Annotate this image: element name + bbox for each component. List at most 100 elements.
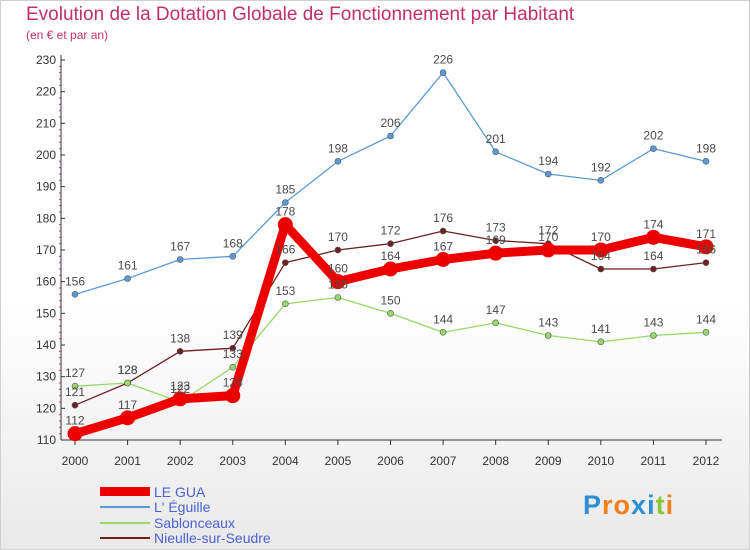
data-label: 169 xyxy=(486,233,506,247)
data-label: 192 xyxy=(591,160,611,174)
x-tick-label: 2003 xyxy=(219,454,246,468)
y-tick-label: 200 xyxy=(36,148,56,162)
data-label: 174 xyxy=(643,217,663,231)
data-point xyxy=(383,261,398,277)
data-point xyxy=(387,310,394,317)
data-point xyxy=(334,246,342,254)
data-label: 144 xyxy=(696,312,716,326)
x-tick-label: 2006 xyxy=(377,454,404,468)
data-label: 147 xyxy=(486,303,506,317)
data-label: 172 xyxy=(538,224,558,238)
data-label: 124 xyxy=(223,376,243,390)
legend-item: LE GUA xyxy=(100,484,271,500)
data-label: 133 xyxy=(223,347,243,361)
x-tick-label: 2000 xyxy=(62,454,89,468)
x-tick-label: 2004 xyxy=(272,454,299,468)
legend-label: Sablonceaux xyxy=(154,514,235,531)
data-point xyxy=(71,291,79,298)
y-tick-label: 110 xyxy=(37,433,56,447)
data-point xyxy=(702,259,710,266)
data-point xyxy=(387,240,394,247)
data-point xyxy=(650,145,657,152)
data-point xyxy=(176,256,184,263)
data-label: 172 xyxy=(380,224,400,238)
legend-item: Nieulle-sur-Seudre xyxy=(100,530,271,546)
data-labels: 112 117 123 124 178 160 164 167 169 170 170 174 171 1… xyxy=(65,53,716,428)
data-point xyxy=(387,132,394,140)
data-point xyxy=(698,239,714,255)
data-point xyxy=(124,275,131,282)
data-point xyxy=(225,388,241,404)
data-point xyxy=(124,379,131,387)
x-tick-label: 2010 xyxy=(587,454,614,468)
data-label: 128 xyxy=(118,363,138,377)
data-label: 168 xyxy=(223,236,243,250)
logo-letter: o xyxy=(613,490,632,520)
data-label: 143 xyxy=(643,316,663,330)
legend-label: L' Éguille xyxy=(154,499,211,516)
data-point xyxy=(597,338,605,346)
data-point xyxy=(330,274,346,290)
data-point xyxy=(120,410,136,426)
x-tick-label: 2002 xyxy=(167,454,194,468)
data-label: 160 xyxy=(328,262,348,276)
data-label: 194 xyxy=(538,154,558,168)
data-label: 206 xyxy=(380,116,400,130)
data-label: 127 xyxy=(65,366,85,380)
logo-letter: i xyxy=(665,490,675,520)
data-label: 128 xyxy=(118,363,138,377)
logo-letter: P xyxy=(583,490,603,520)
data-label: 150 xyxy=(380,293,400,307)
data-label: 143 xyxy=(538,316,558,330)
data-label: 138 xyxy=(170,331,190,345)
data-point xyxy=(71,382,79,390)
x-tick-label: 2012 xyxy=(693,454,720,468)
logo-letter: t xyxy=(655,490,666,520)
data-point xyxy=(439,329,447,336)
data-label: 170 xyxy=(538,230,558,244)
data-point xyxy=(650,332,657,339)
data-label: 176 xyxy=(433,211,453,225)
y-tick-label: 130 xyxy=(36,370,56,384)
data-label: 123 xyxy=(170,379,190,393)
data-point xyxy=(544,170,552,178)
series-layer xyxy=(67,69,714,442)
x-axis: 2000 2001 2002 2003 2004 2005 2006 2007 2008 2009… xyxy=(62,440,720,468)
x-tick-label: 2008 xyxy=(482,454,509,468)
y-tick-label: 230 xyxy=(36,53,56,67)
data-point xyxy=(282,300,289,308)
legend-item: Sablonceaux xyxy=(100,515,271,531)
line-chart: 110120130140150160170180190200210220230 … xyxy=(36,53,722,468)
data-label: 170 xyxy=(328,230,348,244)
data-label: 153 xyxy=(275,284,295,298)
y-tick-label: 170 xyxy=(36,243,56,257)
data-label: 144 xyxy=(433,312,453,326)
chart-title: Evolution de la Dotation Globale de Fonc… xyxy=(26,4,575,25)
legend: LE GUA L' Éguille Sablonceaux Nieulle-sur-S… xyxy=(100,484,271,546)
legend-swatch xyxy=(100,506,150,509)
data-point xyxy=(334,294,342,301)
data-label: 226 xyxy=(433,53,453,67)
x-tick-label: 2009 xyxy=(535,454,562,468)
y-tick-label: 210 xyxy=(36,116,56,130)
data-point xyxy=(597,177,605,184)
data-label: 173 xyxy=(486,221,506,235)
data-point xyxy=(702,158,710,165)
proxiti-logo: Proxiti xyxy=(583,490,674,521)
data-point xyxy=(702,329,710,336)
data-point xyxy=(277,217,293,233)
y-axis: 110 120 130 140 150 160 170 180 190 200 210 220 230 xyxy=(36,53,65,447)
logo-letter: i xyxy=(647,490,656,520)
data-label: 167 xyxy=(170,240,190,254)
data-point xyxy=(492,237,499,244)
legend-swatch xyxy=(100,487,150,497)
data-label: 166 xyxy=(275,243,295,257)
data-label: 139 xyxy=(223,328,243,342)
y-tick-label: 180 xyxy=(36,211,56,225)
data-point xyxy=(492,148,499,156)
data-label: 198 xyxy=(328,141,348,155)
data-label: 141 xyxy=(591,322,611,336)
x-tick-label: 2001 xyxy=(114,454,141,468)
x-tick-label: 2005 xyxy=(325,454,352,468)
data-point xyxy=(172,391,188,407)
